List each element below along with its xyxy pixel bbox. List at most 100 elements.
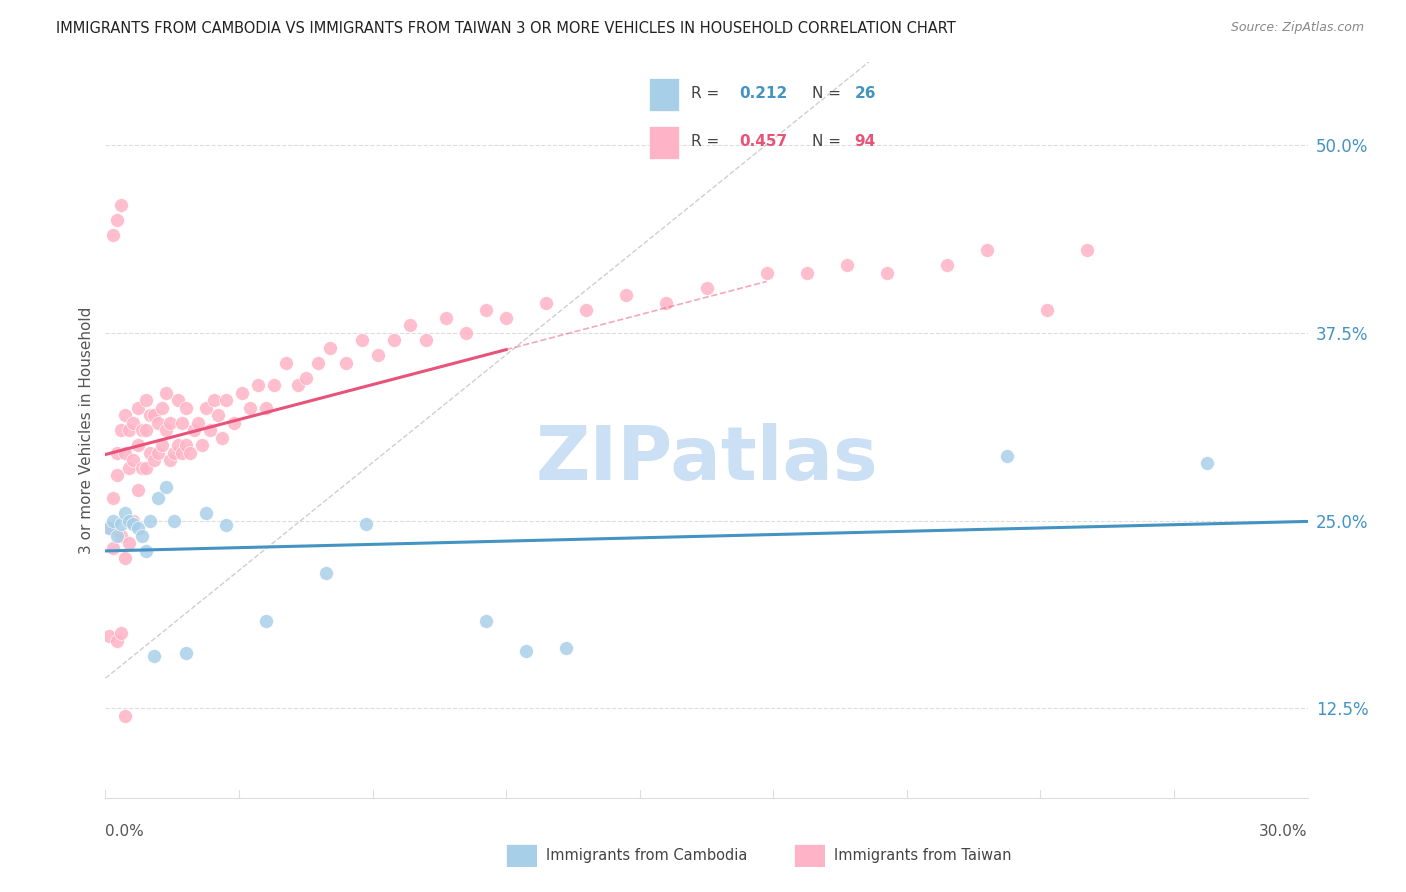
Point — [135, 393, 157, 408]
Text: 0.0%: 0.0% — [105, 824, 145, 838]
Point — [131, 461, 153, 475]
Point — [575, 303, 598, 318]
Point — [555, 641, 578, 656]
Point — [159, 416, 181, 430]
Point — [103, 491, 125, 505]
Point — [434, 310, 457, 325]
Point — [796, 266, 818, 280]
Point — [202, 393, 225, 408]
Point — [995, 449, 1018, 463]
Point — [222, 416, 245, 430]
Point — [162, 514, 184, 528]
Point — [146, 491, 169, 505]
Point — [475, 614, 498, 628]
Point — [127, 521, 149, 535]
Point — [155, 385, 177, 400]
Point — [307, 356, 329, 370]
Text: ZIPatlas: ZIPatlas — [536, 424, 877, 496]
Point — [138, 409, 160, 423]
Point — [155, 480, 177, 494]
Point — [207, 409, 229, 423]
Point — [295, 371, 318, 385]
Point — [194, 506, 217, 520]
Text: N =: N = — [813, 135, 846, 149]
Point — [174, 401, 197, 415]
Point — [114, 708, 136, 723]
Point — [131, 424, 153, 438]
Point — [146, 446, 169, 460]
Point — [107, 528, 129, 542]
Text: 94: 94 — [855, 135, 876, 149]
Point — [127, 401, 149, 415]
Point — [354, 516, 377, 531]
Point — [122, 416, 145, 430]
Point — [122, 514, 145, 528]
Point — [103, 514, 125, 528]
Point — [174, 646, 197, 660]
Point — [103, 541, 125, 555]
Point — [166, 393, 188, 408]
Point — [142, 648, 165, 663]
Point — [367, 348, 389, 362]
Point — [287, 378, 309, 392]
Point — [475, 303, 498, 318]
Point — [454, 326, 477, 340]
Point — [246, 378, 269, 392]
Point — [114, 409, 136, 423]
Point — [131, 528, 153, 542]
Point — [183, 424, 205, 438]
Point — [107, 633, 129, 648]
Point — [150, 401, 173, 415]
Point — [1076, 243, 1098, 257]
Point — [170, 416, 193, 430]
Point — [127, 438, 149, 452]
FancyBboxPatch shape — [648, 78, 679, 111]
Point — [696, 281, 718, 295]
Point — [755, 266, 778, 280]
Point — [319, 341, 342, 355]
Point — [159, 453, 181, 467]
Point — [170, 446, 193, 460]
Point — [1036, 303, 1059, 318]
Point — [114, 446, 136, 460]
Point — [936, 258, 959, 272]
Point — [135, 424, 157, 438]
Point — [114, 506, 136, 520]
Point — [399, 318, 422, 333]
Point — [239, 401, 262, 415]
Point — [194, 401, 217, 415]
Point — [98, 629, 121, 643]
Text: IMMIGRANTS FROM CAMBODIA VS IMMIGRANTS FROM TAIWAN 3 OR MORE VEHICLES IN HOUSEHO: IMMIGRANTS FROM CAMBODIA VS IMMIGRANTS F… — [56, 21, 956, 36]
Point — [1197, 457, 1219, 471]
Point — [107, 446, 129, 460]
Point — [179, 446, 201, 460]
Point — [254, 614, 277, 628]
Y-axis label: 3 or more Vehicles in Household: 3 or more Vehicles in Household — [79, 307, 94, 554]
Point — [122, 453, 145, 467]
Point — [174, 438, 197, 452]
Point — [135, 461, 157, 475]
Point — [135, 543, 157, 558]
FancyBboxPatch shape — [794, 844, 825, 867]
Point — [166, 438, 188, 452]
Point — [616, 288, 638, 302]
Point — [142, 453, 165, 467]
Point — [118, 424, 141, 438]
Point — [150, 438, 173, 452]
Point — [110, 198, 132, 212]
Point — [127, 483, 149, 498]
Point — [107, 468, 129, 483]
Point — [98, 521, 121, 535]
Point — [187, 416, 209, 430]
Point — [214, 518, 236, 533]
Text: N =: N = — [813, 86, 846, 101]
Point — [315, 566, 337, 580]
Text: 0.457: 0.457 — [740, 135, 787, 149]
Point — [655, 295, 678, 310]
Point — [876, 266, 898, 280]
Point — [103, 228, 125, 243]
Point — [190, 438, 212, 452]
Point — [835, 258, 858, 272]
Point — [162, 446, 184, 460]
Text: Source: ZipAtlas.com: Source: ZipAtlas.com — [1230, 21, 1364, 34]
